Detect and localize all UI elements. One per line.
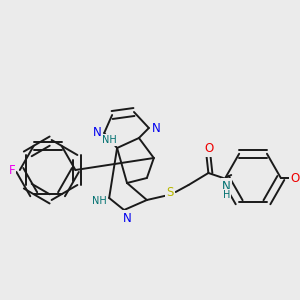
Text: S: S <box>166 185 173 199</box>
Text: NH: NH <box>102 135 116 145</box>
Text: O: O <box>205 142 214 155</box>
Text: NH: NH <box>92 196 106 206</box>
Text: N: N <box>222 179 231 193</box>
Text: F: F <box>9 164 15 176</box>
Text: N: N <box>123 212 131 224</box>
Text: N: N <box>152 122 160 134</box>
Text: O: O <box>290 172 299 184</box>
Text: N: N <box>93 127 102 140</box>
Text: H: H <box>223 190 230 200</box>
